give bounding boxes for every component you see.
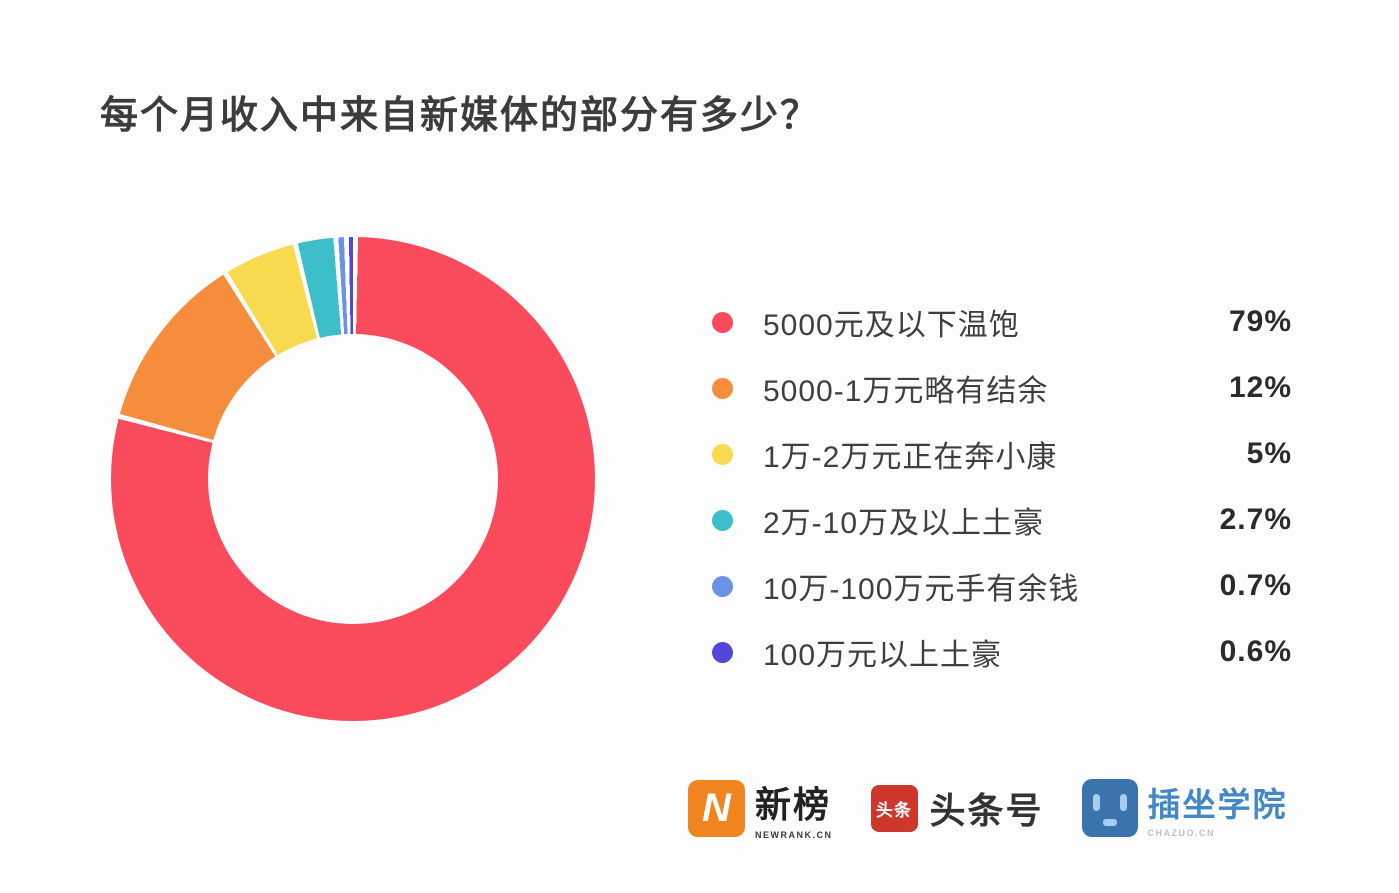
- legend-label: 2万-10万及以上土豪: [763, 507, 1045, 540]
- legend-label: 5000元及以下温饱: [763, 309, 1020, 342]
- newrank-n-glyph: N: [702, 786, 731, 830]
- legend-color-dot: [712, 509, 733, 531]
- chazuo-logo: 插坐学院 CHAZUO.CN: [1081, 778, 1288, 838]
- legend-color-dot: [712, 311, 733, 333]
- legend-value: 2.7%: [1219, 503, 1292, 536]
- toutiao-logo: 头条 头条号: [870, 782, 1044, 834]
- chazuo-right-eye: [1119, 794, 1127, 811]
- legend-label: 1万-2万元正在奔小康: [763, 441, 1058, 474]
- legend-item: 1万-2万元正在奔小康 5%: [712, 432, 1292, 476]
- legend-item: 5000-1万元略有结余 12%: [712, 366, 1292, 410]
- toutiao-logo-icon: 头条: [870, 784, 918, 832]
- legend-color-dot: [712, 575, 733, 597]
- chazuo-logo-subtitle: CHAZUO.CN: [1147, 828, 1216, 838]
- legend-label: 100万元以上土豪: [763, 639, 1003, 672]
- chazuo-left-eye: [1092, 794, 1100, 811]
- legend-item: 10万-100万元手有余钱 0.7%: [712, 564, 1292, 608]
- legend-value: 79%: [1228, 305, 1292, 338]
- legend-item: 2万-10万及以上土豪 2.7%: [712, 498, 1292, 542]
- chazuo-mouth: [1102, 819, 1117, 826]
- footer-logos: N 新榜 NEWRANK.CN 头条 头条号 插坐学院 CHAZUO.CN: [688, 776, 1288, 840]
- toutiao-badge-chars: 头条: [876, 800, 912, 820]
- legend-color-dot: [712, 377, 733, 399]
- chart-title: 每个月收入中来自新媒体的部分有多少？: [100, 95, 821, 137]
- donut-hole: [208, 334, 498, 624]
- legend-value: 0.6%: [1219, 635, 1292, 668]
- newrank-logo-subtitle: NEWRANK.CN: [755, 830, 833, 840]
- legend-label: 10万-100万元手有余钱: [763, 573, 1080, 606]
- legend-value: 0.7%: [1219, 569, 1292, 602]
- legend-value: 12%: [1228, 371, 1292, 404]
- legend-item: 5000元及以下温饱 79%: [712, 300, 1292, 344]
- legend-color-dot: [712, 443, 733, 465]
- toutiao-logo-title: 头条号: [929, 790, 1044, 831]
- legend-item: 100万元以上土豪 0.6%: [712, 630, 1292, 674]
- chazuo-logo-title: 插坐学院: [1147, 786, 1288, 823]
- chazuo-face-icon: [1081, 779, 1138, 837]
- donut-chart: [111, 237, 595, 721]
- newrank-logo: N 新榜 NEWRANK.CN: [688, 776, 833, 840]
- newrank-logo-icon: N: [688, 779, 745, 837]
- legend-label: 5000-1万元略有结余: [763, 375, 1049, 408]
- newrank-logo-title: 新榜: [755, 784, 832, 825]
- legend: 5000元及以下温饱 79% 5000-1万元略有结余 12% 1万-2万元正在奔小康 5…: [712, 300, 1292, 696]
- legend-color-dot: [712, 641, 733, 663]
- legend-value: 5%: [1246, 437, 1292, 470]
